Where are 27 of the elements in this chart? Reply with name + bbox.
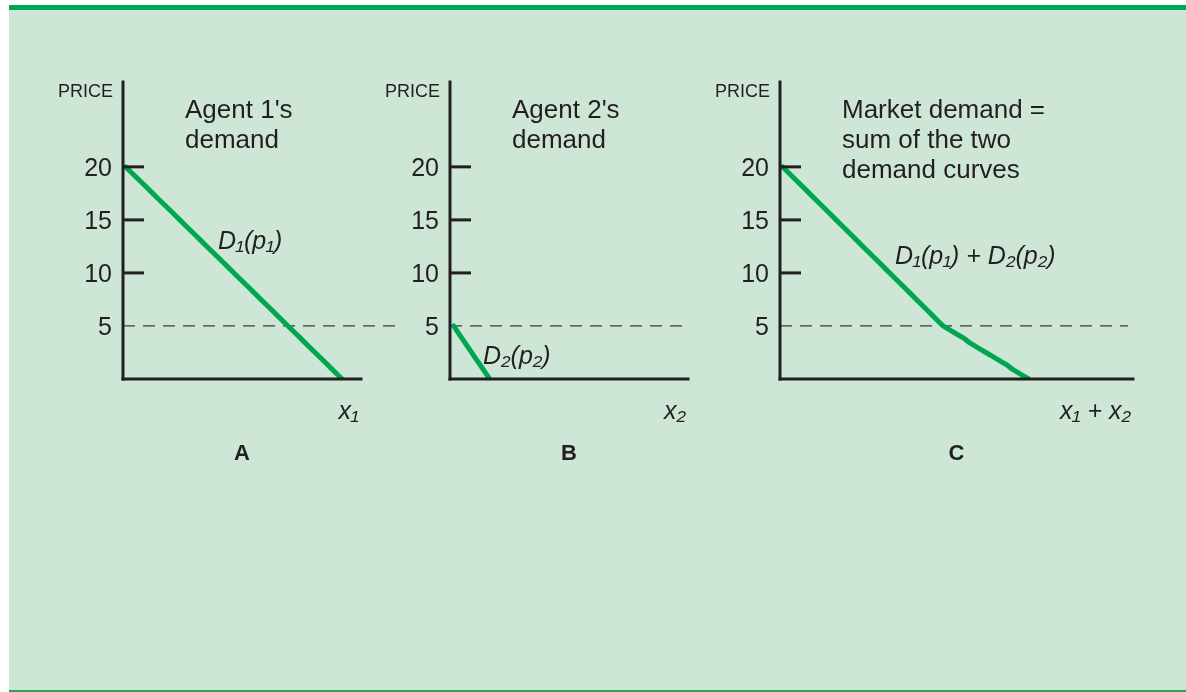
y-tick-label: 5 [425,311,439,340]
y-tick-label: 10 [411,258,439,287]
y-tick-label: 20 [741,152,769,181]
x-axis-title: x₁ [338,396,359,424]
text: B [561,440,577,465]
y-axis-title: PRICE [384,81,440,101]
y-tick-label: 20 [84,152,112,181]
y-tick-label: 20 [411,152,439,181]
y-axis-title: PRICE [714,81,770,101]
y-tick-label: 5 [98,311,112,340]
y-tick-label: 15 [741,205,769,234]
y-axis-title: PRICE [57,81,113,101]
y-tick-label: 10 [84,258,112,287]
y-tick-label: 15 [411,205,439,234]
text: C [948,440,965,465]
text: Market demand = sum of the two demand curves [842,94,1046,184]
text: Agent 1's demand [185,94,293,154]
series-label: D₁(p₁) [218,226,283,254]
series-label: D₂(p₂) [483,341,551,369]
series-label: D₁(p₁) + D₂(p₂) [895,241,1056,269]
y-tick-label: 10 [741,258,769,287]
text: Agent 2's demand [512,94,620,154]
x-axis-title: x₁ + x₂ [1060,396,1131,424]
y-tick-label: 5 [755,311,769,340]
y-tick-label: 15 [84,205,112,234]
x-axis-title: x₂ [663,396,686,424]
text: A [234,440,250,465]
